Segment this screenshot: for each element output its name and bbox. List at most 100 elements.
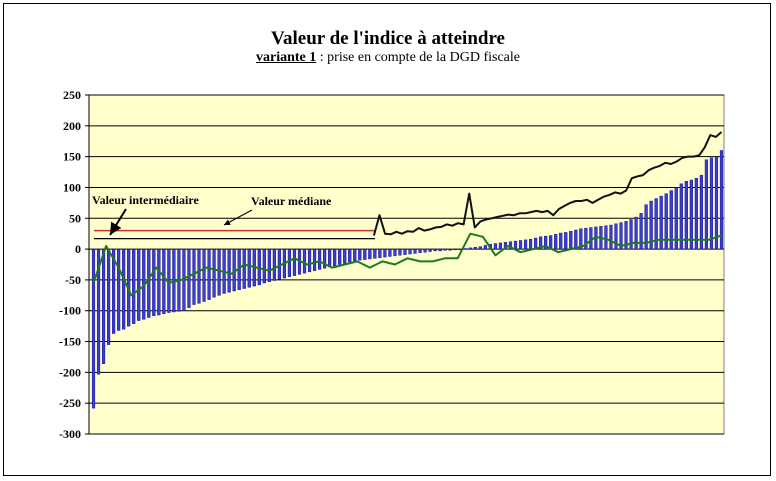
bar bbox=[448, 248, 452, 251]
bar bbox=[383, 248, 387, 258]
bar bbox=[403, 248, 407, 255]
reference-lines bbox=[94, 229, 375, 240]
bar bbox=[443, 248, 447, 251]
bar bbox=[619, 222, 623, 250]
bar bbox=[333, 248, 337, 266]
bar bbox=[564, 232, 568, 250]
bar bbox=[659, 195, 663, 250]
bar bbox=[247, 248, 251, 288]
bar bbox=[187, 248, 191, 308]
bar bbox=[679, 183, 683, 250]
chart-title: Valeur de l'indice à atteindre bbox=[271, 28, 505, 49]
bar bbox=[483, 245, 487, 250]
bar bbox=[624, 221, 628, 250]
y-tick-label: -50 bbox=[65, 273, 81, 287]
annotations: Valeur intermédiaire Valeur médiane bbox=[92, 193, 332, 236]
bar bbox=[544, 235, 548, 250]
bar bbox=[438, 248, 442, 252]
bar bbox=[539, 236, 543, 250]
bar bbox=[609, 224, 613, 250]
median-label: Valeur médiane bbox=[251, 194, 332, 208]
bar bbox=[312, 248, 317, 271]
y-tick-label: -300 bbox=[59, 427, 81, 441]
bar bbox=[423, 248, 427, 253]
bar bbox=[644, 204, 648, 250]
bar bbox=[348, 248, 352, 263]
bar bbox=[639, 213, 643, 250]
bar bbox=[378, 248, 382, 258]
bar bbox=[513, 240, 518, 250]
bar bbox=[323, 248, 327, 269]
bar bbox=[202, 248, 206, 302]
subtitle-variant: variante 1 bbox=[256, 50, 317, 65]
bar bbox=[393, 248, 397, 257]
bar bbox=[704, 159, 708, 250]
bar bbox=[604, 225, 608, 250]
bar bbox=[147, 248, 151, 318]
y-tick-label: -250 bbox=[59, 396, 81, 410]
bar bbox=[117, 248, 121, 331]
bar bbox=[694, 178, 698, 250]
bar bbox=[122, 248, 126, 330]
y-tick-label: 250 bbox=[63, 88, 81, 102]
y-tick-label: -150 bbox=[59, 335, 81, 349]
bar bbox=[478, 246, 482, 250]
black-line-series bbox=[372, 131, 723, 236]
y-tick-label: 0 bbox=[75, 242, 81, 256]
y-tick-label: 150 bbox=[63, 150, 81, 164]
line-series bbox=[92, 131, 723, 297]
bar bbox=[358, 248, 362, 261]
bar bbox=[388, 248, 392, 257]
bar bbox=[353, 248, 357, 262]
bar bbox=[689, 179, 693, 250]
bar bbox=[559, 232, 563, 250]
bar bbox=[107, 248, 111, 345]
bar bbox=[192, 248, 196, 305]
bar bbox=[418, 248, 422, 253]
bar bbox=[589, 227, 593, 250]
bar bbox=[468, 247, 472, 250]
bar bbox=[408, 248, 412, 255]
bar bbox=[674, 187, 678, 250]
bar bbox=[508, 241, 513, 250]
bar bbox=[96, 248, 101, 375]
bar bbox=[569, 231, 573, 250]
bar bbox=[498, 242, 503, 250]
bar bbox=[413, 248, 417, 254]
bar bbox=[373, 248, 377, 259]
bar bbox=[242, 248, 246, 289]
y-tick-label: -100 bbox=[59, 304, 81, 318]
bar bbox=[343, 248, 347, 264]
bar bbox=[584, 227, 588, 250]
bar bbox=[433, 248, 437, 252]
bar bbox=[719, 150, 724, 250]
gridlines bbox=[89, 94, 724, 435]
bar bbox=[428, 248, 432, 252]
bar bbox=[338, 248, 342, 265]
y-tick-label: -200 bbox=[59, 365, 81, 379]
bar bbox=[684, 181, 688, 250]
bar bbox=[629, 219, 633, 250]
bar bbox=[368, 248, 372, 260]
bar bbox=[363, 248, 367, 260]
bar bbox=[302, 248, 307, 274]
bar bbox=[523, 239, 528, 250]
y-tick-label: 50 bbox=[69, 211, 81, 225]
bar bbox=[137, 248, 141, 321]
bar bbox=[529, 239, 533, 250]
bar bbox=[217, 248, 221, 296]
bar bbox=[518, 240, 523, 250]
bar bbox=[292, 248, 297, 276]
bar bbox=[262, 248, 266, 284]
bar bbox=[132, 248, 136, 324]
bar bbox=[112, 248, 116, 334]
bar bbox=[574, 229, 578, 250]
subtitle-rest: : prise en compte de la DGD fiscale bbox=[316, 50, 520, 65]
annotation-arrow bbox=[223, 209, 253, 226]
bar bbox=[669, 190, 673, 250]
bar bbox=[227, 248, 231, 293]
y-axis-tick-labels: 250 200 150 100 50 0 -50 -100 -150 -200 -250 -300 bbox=[59, 88, 90, 441]
bar bbox=[614, 223, 618, 250]
bar bbox=[287, 248, 292, 278]
bar bbox=[473, 247, 477, 250]
